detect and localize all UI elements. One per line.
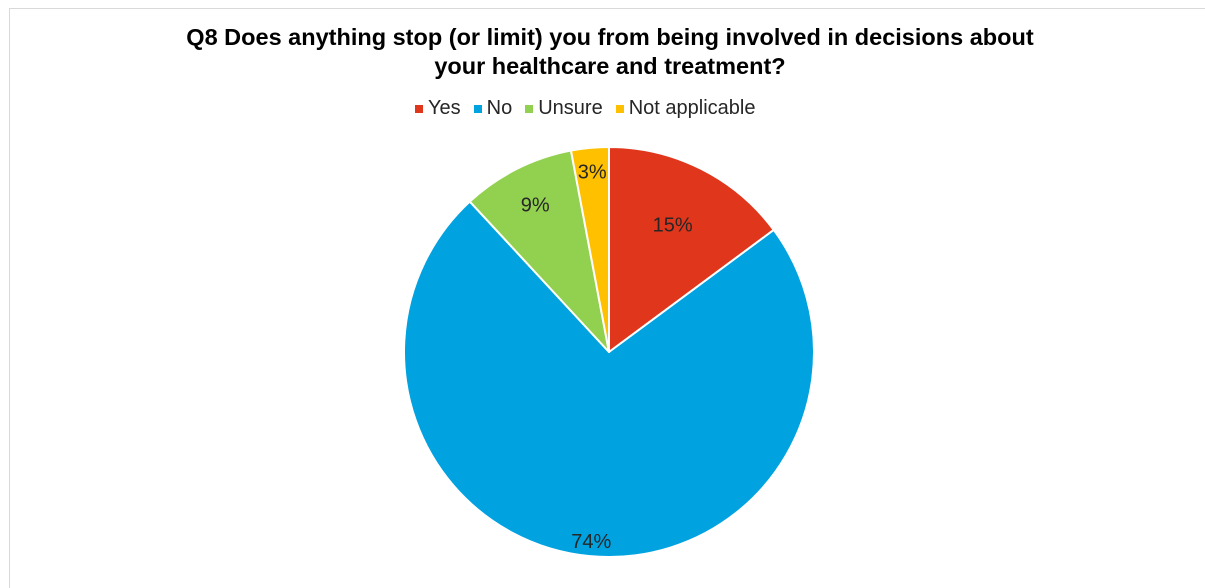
pie-chart: 15% 74% 9% 3% [403, 146, 815, 558]
legend-item-yes: Yes [415, 97, 461, 120]
chart-frame [9, 8, 1205, 588]
pie-slice-yes [608, 146, 775, 353]
legend-swatch-not-applicable [615, 104, 624, 113]
legend-item-no: No [473, 97, 513, 120]
legend-swatch-yes [415, 104, 423, 113]
data-label-no: 74% [571, 531, 611, 553]
data-label-unsure: 9% [521, 195, 550, 217]
legend-swatch-no [473, 104, 482, 113]
legend-label-not-applicable: Not applicable [628, 97, 756, 119]
chart-title: Q8 Does anything stop (or limit) you fro… [0, 23, 1205, 81]
chart-title-line-2: your healthcare and treatment? [434, 53, 786, 79]
pie-slice-not-applicable [569, 146, 610, 353]
chart-title-line-1: Q8 Does anything stop (or limit) you fro… [186, 24, 1034, 50]
legend-item-not-applicable: Not applicable [615, 97, 756, 120]
pie-slice-unsure [468, 149, 610, 353]
data-label-yes: 15% [653, 215, 693, 237]
legend-item-unsure: Unsure [525, 97, 603, 120]
chart-legend: Yes No Unsure Not applicable [415, 97, 768, 120]
data-label-not-applicable: 3% [578, 161, 607, 183]
legend-label-yes: Yes [428, 97, 461, 119]
pie-slice-no [403, 200, 815, 558]
legend-swatch-unsure [525, 104, 534, 113]
legend-label-unsure: Unsure [538, 97, 603, 119]
legend-label-no: No [486, 97, 513, 119]
